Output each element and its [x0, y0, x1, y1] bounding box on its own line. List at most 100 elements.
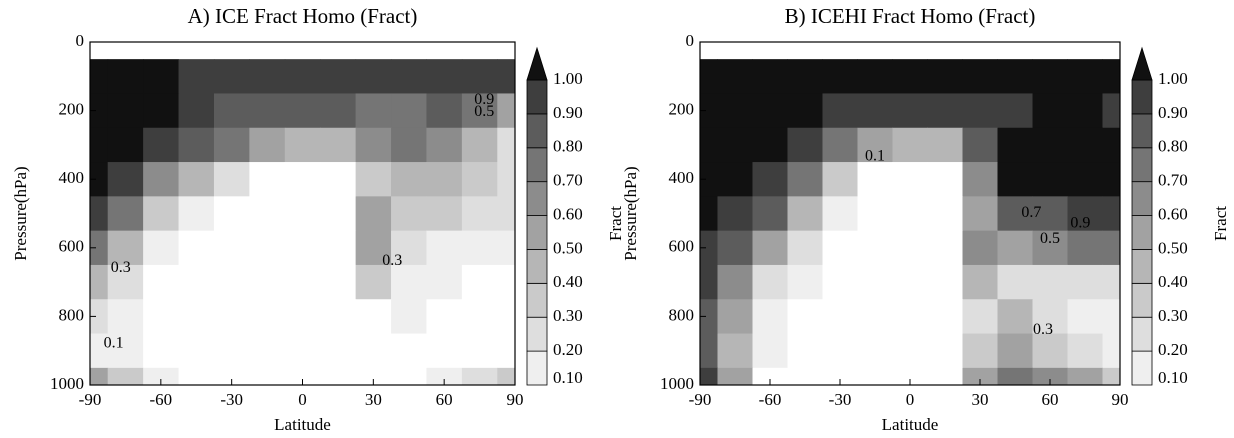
- contour-cell: [426, 230, 463, 266]
- contour-cell: [892, 264, 928, 300]
- contour-cell: [426, 264, 463, 300]
- contour-cell: [997, 230, 1033, 266]
- contour-cell: [320, 127, 357, 163]
- contour-cell: [213, 367, 250, 385]
- contour-cell: [355, 93, 392, 129]
- contour-cell: [320, 333, 357, 369]
- contour-cell: [90, 367, 109, 385]
- contour-cell: [249, 299, 286, 335]
- contour-label: 0.5: [1040, 230, 1060, 247]
- contour-cell: [1102, 59, 1120, 94]
- colorbar-box: [1131, 181, 1153, 216]
- contour-cell: [391, 196, 427, 232]
- contour-cell: [249, 196, 286, 232]
- contour-cell: [1102, 196, 1120, 232]
- contour-cell: [962, 59, 998, 94]
- x-tick-label: 30: [972, 390, 989, 409]
- x-tick-label: 90: [507, 390, 524, 409]
- contour-field: [700, 42, 1120, 385]
- contour-cell: [320, 367, 357, 385]
- contour-cell: [355, 230, 392, 266]
- contour-cell: [892, 127, 928, 163]
- contour-cell: [857, 230, 893, 266]
- contour-cell: [461, 333, 498, 369]
- contour-cell: [1067, 59, 1103, 94]
- contour-cell: [143, 162, 180, 197]
- contour-cell: [700, 59, 718, 94]
- y-axis-label: Pressure(hPa): [11, 166, 30, 260]
- colorbar-tick-label: 0.50: [553, 238, 583, 257]
- contour-cell: [927, 127, 963, 163]
- colorbar-tick-label: 0.20: [1158, 340, 1188, 359]
- contour-cell: [892, 333, 928, 369]
- contour-cell: [700, 264, 718, 300]
- colorbar-box: [526, 147, 548, 183]
- y-tick-label: 600: [669, 237, 695, 256]
- contour-cell: [178, 127, 215, 163]
- contour-cell: [461, 42, 498, 60]
- contour-cell: [997, 333, 1033, 369]
- y-tick-label: 400: [669, 168, 695, 187]
- contour-cell: [284, 59, 321, 94]
- y-axis-label: Pressure(hPa): [621, 166, 640, 260]
- contour-cell: [497, 59, 515, 94]
- contour-cell: [355, 264, 392, 300]
- contour-cell: [90, 299, 109, 335]
- contour-cell: [497, 367, 515, 385]
- x-axis-label: Latitude: [274, 415, 331, 434]
- contour-cell: [997, 196, 1033, 232]
- contour-cell: [892, 299, 928, 335]
- contour-cell: [426, 162, 463, 197]
- y-tick-label: 1000: [660, 374, 694, 393]
- contour-label: 0.9: [474, 91, 494, 108]
- colorbar-tick-label: 0.20: [553, 340, 583, 359]
- x-tick-label: -30: [220, 390, 243, 409]
- contour-cell: [1032, 299, 1068, 335]
- contour-cell: [892, 59, 928, 94]
- colorbar-tick-label: 1.00: [553, 69, 583, 88]
- contour-field: [90, 42, 515, 385]
- contour-cell: [892, 162, 928, 197]
- contour-cell: [143, 127, 180, 163]
- colorbar-box: [1131, 113, 1153, 149]
- contour-cell: [90, 42, 109, 60]
- contour-cell: [1032, 42, 1068, 60]
- contour-cell: [700, 230, 718, 266]
- contour-cell: [497, 230, 515, 266]
- contour-cell: [962, 299, 998, 335]
- contour-cell: [962, 333, 998, 369]
- contour-cell: [700, 42, 718, 60]
- contour-cell: [355, 42, 392, 60]
- contour-cell: [497, 127, 515, 163]
- contour-cell: [213, 230, 250, 266]
- contour-cell: [355, 127, 392, 163]
- contour-cell: [962, 264, 998, 300]
- contour-cell: [461, 299, 498, 335]
- contour-cell: [717, 93, 753, 129]
- contour-cell: [787, 42, 823, 60]
- contour-cell: [320, 230, 357, 266]
- contour-cell: [284, 127, 321, 163]
- contour-cell: [1032, 162, 1068, 197]
- contour-cell: [178, 367, 215, 385]
- contour-cell: [213, 162, 250, 197]
- contour-cell: [143, 196, 180, 232]
- contour-cell: [787, 367, 823, 385]
- contour-cell: [717, 230, 753, 266]
- contour-cell: [700, 93, 718, 129]
- contour-cell: [178, 42, 215, 60]
- colorbar-tick-label: 0.80: [1158, 137, 1188, 156]
- contour-cell: [320, 162, 357, 197]
- y-tick-label: 200: [669, 100, 695, 119]
- contour-cell: [1032, 367, 1068, 385]
- x-tick-label: 0: [298, 390, 307, 409]
- x-tick-label: 0: [906, 390, 915, 409]
- contour-cell: [90, 93, 109, 129]
- colorbar-box: [526, 215, 548, 250]
- contour-cell: [391, 264, 427, 300]
- contour-cell: [1032, 59, 1068, 94]
- contour-cell: [355, 333, 392, 369]
- contour-cell: [426, 196, 463, 232]
- contour-cell: [1102, 93, 1120, 129]
- contour-cell: [962, 93, 998, 129]
